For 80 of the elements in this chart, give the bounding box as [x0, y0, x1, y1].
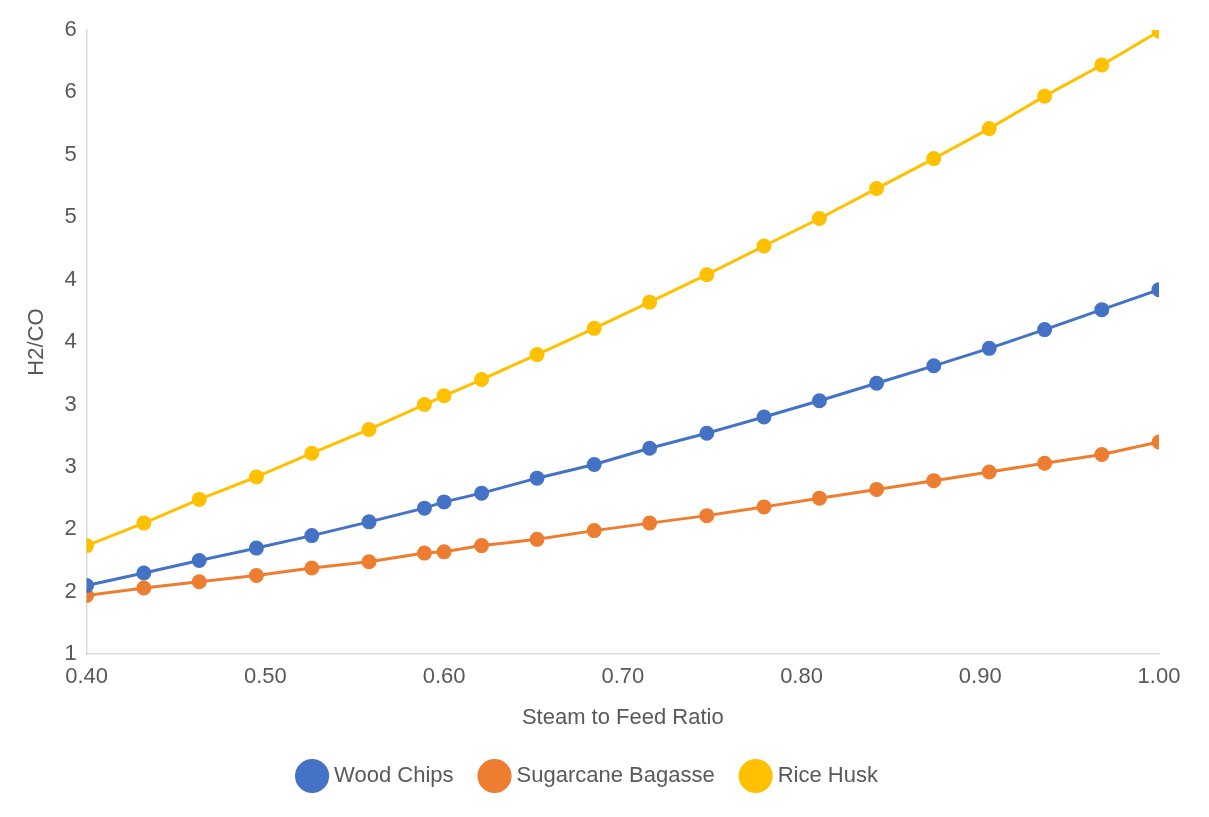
legend-label: Wood Chips	[334, 762, 454, 788]
point	[869, 481, 885, 497]
point	[436, 494, 452, 510]
point	[136, 515, 152, 531]
point	[642, 515, 658, 531]
x-tick-label: 0.70	[601, 663, 645, 689]
point	[586, 320, 602, 336]
point	[756, 238, 772, 254]
point	[136, 565, 152, 581]
point	[926, 151, 942, 167]
x-tick-label: 0.90	[958, 663, 1002, 689]
y-tick-label: 6	[64, 78, 77, 104]
point	[1037, 322, 1053, 338]
point	[981, 340, 997, 356]
point	[361, 421, 377, 437]
point	[191, 574, 207, 590]
point	[586, 523, 602, 539]
point	[529, 470, 545, 486]
y-tick-label: 1	[64, 640, 77, 666]
point	[1037, 88, 1053, 104]
point	[529, 347, 545, 363]
point	[642, 440, 658, 456]
point	[699, 508, 715, 524]
point	[361, 514, 377, 530]
y-tick-label: 4	[64, 265, 77, 291]
point	[436, 544, 452, 560]
point	[699, 425, 715, 441]
y-axis-title: H2/CO	[23, 308, 49, 376]
legend-label: Rice Husk	[777, 762, 879, 788]
point	[756, 499, 772, 515]
point	[811, 211, 827, 227]
point	[248, 469, 264, 485]
point	[869, 375, 885, 391]
point	[1037, 455, 1053, 471]
y-tick-label: 2	[64, 577, 77, 603]
point	[191, 491, 207, 507]
point	[361, 554, 377, 570]
point	[416, 545, 432, 561]
point	[474, 485, 490, 501]
point	[304, 445, 320, 461]
y-tick-label: 3	[64, 390, 77, 416]
x-tick-label: 0.50	[243, 663, 287, 689]
point	[436, 388, 452, 404]
point	[586, 456, 602, 472]
x-tick-label: 0.40	[65, 663, 109, 689]
x-tick-label: 0.60	[422, 663, 466, 689]
y-tick-label: 5	[64, 203, 77, 229]
point	[699, 267, 715, 283]
point	[191, 553, 207, 569]
point	[1094, 57, 1110, 73]
point	[136, 580, 152, 596]
point	[811, 490, 827, 506]
x-tick-label: 1.00	[1137, 663, 1181, 689]
y-tick-label: 5	[64, 140, 77, 166]
point	[926, 473, 942, 489]
point	[981, 121, 997, 137]
point	[248, 568, 264, 584]
x-axis-title: Steam to Feed Ratio	[521, 703, 724, 729]
point	[926, 358, 942, 374]
y-tick-label: 4	[64, 328, 77, 354]
point	[642, 294, 658, 310]
point	[869, 181, 885, 197]
point	[981, 464, 997, 480]
point	[529, 531, 545, 547]
x-tick-label: 0.80	[780, 663, 823, 689]
y-tick-label: 3	[64, 453, 77, 478]
point	[416, 397, 432, 413]
point	[474, 372, 490, 388]
y-tick-label: 6	[64, 16, 77, 42]
legend-label: Sugarcane Bagasse	[516, 762, 715, 788]
point	[248, 540, 264, 556]
point	[304, 528, 320, 544]
point	[756, 409, 772, 425]
point	[416, 500, 432, 516]
point	[474, 538, 490, 554]
point	[811, 393, 827, 409]
y-tick-label: 2	[64, 515, 77, 541]
point	[1094, 302, 1110, 318]
point	[304, 560, 320, 576]
point	[1094, 446, 1110, 462]
